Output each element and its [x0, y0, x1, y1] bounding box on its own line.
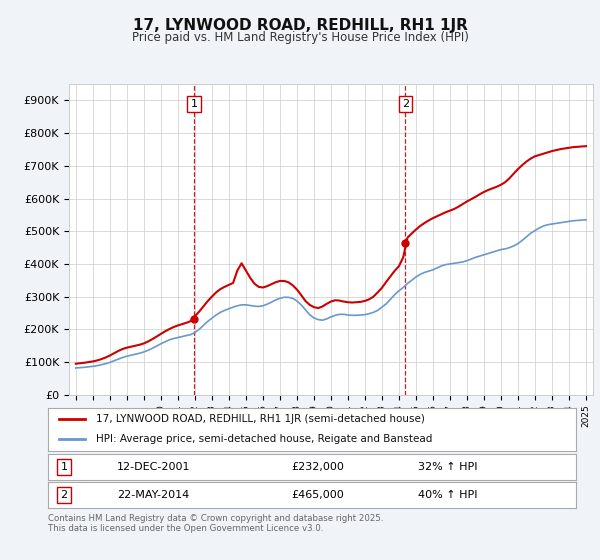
Text: Contains HM Land Registry data © Crown copyright and database right 2025.
This d: Contains HM Land Registry data © Crown c… [48, 514, 383, 534]
Text: 12-DEC-2001: 12-DEC-2001 [116, 462, 190, 472]
Text: 17, LYNWOOD ROAD, REDHILL, RH1 1JR (semi-detached house): 17, LYNWOOD ROAD, REDHILL, RH1 1JR (semi… [95, 414, 424, 424]
Text: 17, LYNWOOD ROAD, REDHILL, RH1 1JR: 17, LYNWOOD ROAD, REDHILL, RH1 1JR [133, 18, 467, 33]
Text: £465,000: £465,000 [291, 490, 344, 500]
Text: HPI: Average price, semi-detached house, Reigate and Banstead: HPI: Average price, semi-detached house,… [95, 434, 432, 444]
Text: 22-MAY-2014: 22-MAY-2014 [116, 490, 189, 500]
Text: 1: 1 [61, 462, 67, 472]
Text: £232,000: £232,000 [291, 462, 344, 472]
Text: 2: 2 [402, 99, 409, 109]
Text: 1: 1 [190, 99, 197, 109]
Text: 32% ↑ HPI: 32% ↑ HPI [418, 462, 477, 472]
Text: 2: 2 [60, 490, 67, 500]
Text: Price paid vs. HM Land Registry's House Price Index (HPI): Price paid vs. HM Land Registry's House … [131, 31, 469, 44]
Text: 40% ↑ HPI: 40% ↑ HPI [418, 490, 477, 500]
